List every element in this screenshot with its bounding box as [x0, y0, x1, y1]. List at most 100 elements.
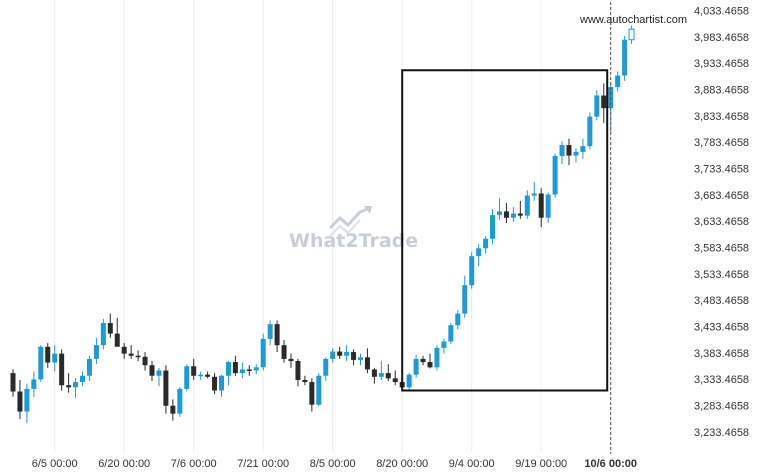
candle-body	[163, 370, 169, 406]
candle-75	[531, 181, 537, 201]
x-tick-label: 10/6 00:00	[584, 458, 637, 470]
y-tick-label: 3,683.4658	[694, 190, 749, 202]
y-tick-label: 3,383.4658	[694, 348, 749, 360]
candle-77	[545, 192, 551, 223]
candle-body	[323, 358, 329, 376]
candles	[10, 25, 635, 424]
candle-26	[191, 358, 197, 380]
candle-body	[114, 333, 120, 347]
x-tick-label: 8/5 00:00	[310, 458, 356, 470]
candle-35	[253, 364, 259, 375]
candle-body	[309, 382, 315, 405]
candle-72	[510, 207, 516, 222]
candle-53	[378, 360, 384, 380]
candle-body	[566, 145, 572, 156]
candle-46	[330, 348, 336, 363]
candle-4	[38, 345, 44, 383]
candle-51	[364, 348, 370, 374]
candle-body	[295, 360, 301, 380]
candle-39	[281, 339, 287, 363]
candle-body	[517, 213, 523, 216]
pattern-rectangle	[401, 69, 609, 392]
candle-body	[302, 379, 308, 383]
candle-body	[198, 374, 204, 377]
candle-80	[566, 138, 572, 166]
candle-48	[344, 345, 350, 361]
x-tick-label: 7/6 00:00	[171, 458, 217, 470]
candle-1	[17, 379, 23, 419]
candle-71	[503, 202, 509, 223]
watermark-text: What2Trade	[289, 230, 418, 252]
candle-87	[615, 71, 621, 92]
candle-body	[73, 382, 79, 388]
x-tick-label: 8/20 00:00	[376, 458, 428, 470]
candle-body	[212, 376, 218, 391]
x-tick-label: 6/20 00:00	[98, 458, 150, 470]
y-tick-label: 3,433.4658	[694, 322, 749, 334]
candle-68	[483, 236, 489, 254]
candle-body	[427, 362, 433, 368]
candle-44	[316, 373, 322, 407]
candle-body	[344, 352, 350, 356]
candle-25	[184, 364, 190, 392]
source-credit: www.autochartist.com	[579, 14, 687, 26]
candle-79	[559, 141, 565, 165]
candle-7	[59, 349, 65, 391]
pattern-rectangle-layer	[401, 69, 609, 392]
candle-body	[121, 346, 127, 354]
candle-body	[205, 374, 211, 377]
candle-body	[462, 285, 468, 314]
candle-63	[448, 323, 454, 345]
candle-34	[246, 365, 252, 376]
candle-89	[628, 25, 635, 44]
y-tick-label: 4,033.4658	[694, 5, 749, 17]
candle-49	[351, 349, 357, 366]
y-tick-label: 3,333.4658	[694, 374, 749, 386]
y-tick-label: 3,633.4658	[694, 216, 749, 228]
candle-9	[73, 377, 79, 398]
candle-body	[80, 375, 85, 383]
candle-body	[476, 248, 482, 257]
candle-body	[524, 195, 530, 216]
y-axis: 3,233.4658 3,283.4658 3,333.4658 3,383.4658…	[694, 5, 749, 438]
candle-16	[121, 343, 127, 359]
candle-19	[142, 352, 148, 371]
candle-body	[24, 388, 30, 412]
candle-body	[330, 351, 336, 359]
candle-32	[232, 355, 238, 376]
candle-body	[573, 151, 579, 156]
candle-55	[392, 370, 398, 386]
candle-64	[455, 309, 461, 330]
candle-83	[587, 112, 593, 150]
candle-body	[628, 28, 635, 41]
candle-body	[156, 370, 162, 376]
candle-62	[441, 338, 447, 354]
candle-22	[163, 365, 169, 414]
candle-body	[594, 95, 600, 117]
y-tick-label: 3,833.4658	[694, 111, 749, 123]
candle-body	[59, 353, 65, 386]
watermark-logo-icon	[328, 206, 372, 237]
candle-20	[149, 360, 155, 382]
candle-body	[281, 345, 287, 359]
candle-38	[274, 320, 280, 353]
y-tick-label: 3,733.4658	[694, 164, 749, 176]
candle-body	[406, 374, 412, 388]
candle-14	[107, 313, 113, 338]
candle-body	[274, 324, 280, 346]
candle-82	[580, 138, 586, 159]
candle-body	[135, 355, 141, 358]
y-tick-label: 3,783.4658	[694, 137, 749, 149]
candle-body	[420, 358, 426, 363]
candle-body	[615, 75, 621, 88]
candle-12	[93, 337, 99, 365]
candle-body	[587, 116, 593, 147]
candle-30	[219, 374, 224, 397]
candle-body	[191, 366, 197, 376]
candle-body	[545, 194, 551, 218]
candle-74	[524, 190, 530, 219]
candle-body	[497, 211, 502, 216]
candle-body	[337, 351, 343, 356]
candle-81	[573, 148, 579, 163]
